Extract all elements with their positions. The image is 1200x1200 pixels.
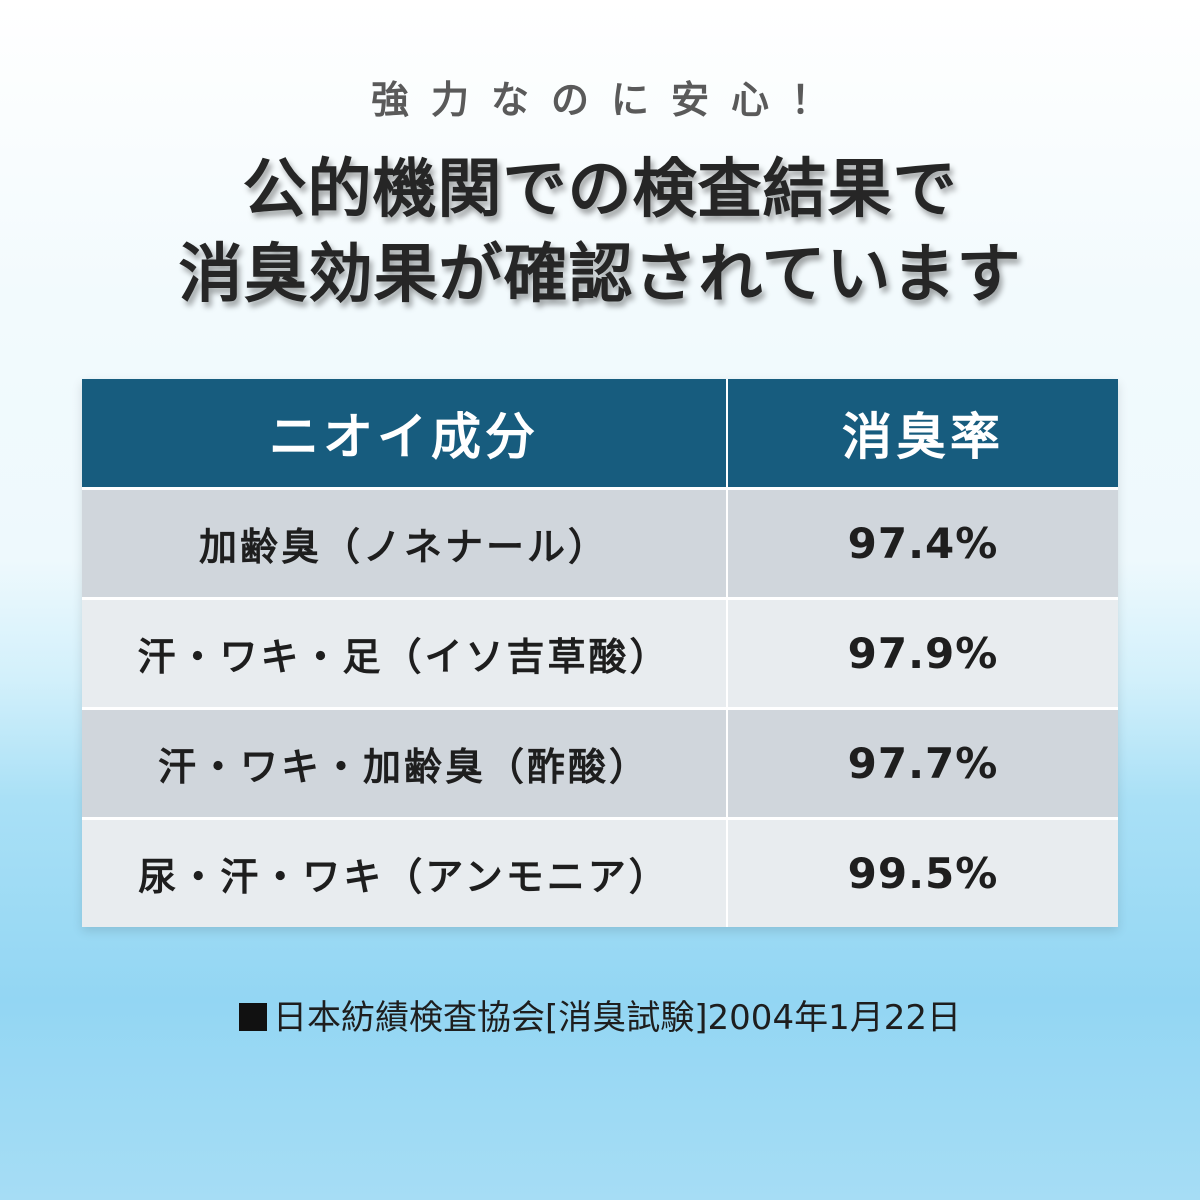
column-header-rate: 消臭率 <box>726 379 1118 487</box>
deodorization-rate-cell: 99.5% <box>726 817 1118 927</box>
table-row: 尿・汗・ワキ（アンモニア） 99.5% <box>82 817 1118 927</box>
column-header-component: ニオイ成分 <box>82 379 726 487</box>
headline-line-2: 消臭効果が確認されています <box>178 238 1022 312</box>
table-row: 汗・ワキ・足（イソ吉草酸） 97.9% <box>82 597 1118 707</box>
deodorization-rate-cell: 97.9% <box>726 597 1118 707</box>
source-footnote: 日本紡績検査協会[消臭試験]2004年1月22日 <box>0 990 1200 1046</box>
eyebrow-text: 強力なのに安心！ <box>370 78 851 122</box>
source-text: 日本紡績検査協会[消臭試験]2004年1月22日 <box>273 998 961 1038</box>
black-square-icon <box>239 1003 268 1031</box>
headline-line-1: 公的機関での検査結果で <box>242 153 958 227</box>
deodorization-results-table: ニオイ成分 消臭率 加齢臭（ノネナール） 97.4% 汗・ワキ・足（イソ吉草酸）… <box>82 379 1118 927</box>
odor-component-cell: 加齢臭（ノネナール） <box>82 487 726 597</box>
table-row: 加齢臭（ノネナール） 97.4% <box>82 487 1118 597</box>
odor-component-cell: 汗・ワキ・足（イソ吉草酸） <box>82 597 726 707</box>
table-header-row: ニオイ成分 消臭率 <box>82 379 1118 487</box>
deodorization-rate-cell: 97.7% <box>726 707 1118 817</box>
odor-component-cell: 汗・ワキ・加齢臭（酢酸） <box>82 707 726 817</box>
odor-component-cell: 尿・汗・ワキ（アンモニア） <box>82 817 726 927</box>
deodorization-rate-cell: 97.4% <box>726 487 1118 597</box>
table-row: 汗・ワキ・加齢臭（酢酸） 97.7% <box>82 707 1118 817</box>
